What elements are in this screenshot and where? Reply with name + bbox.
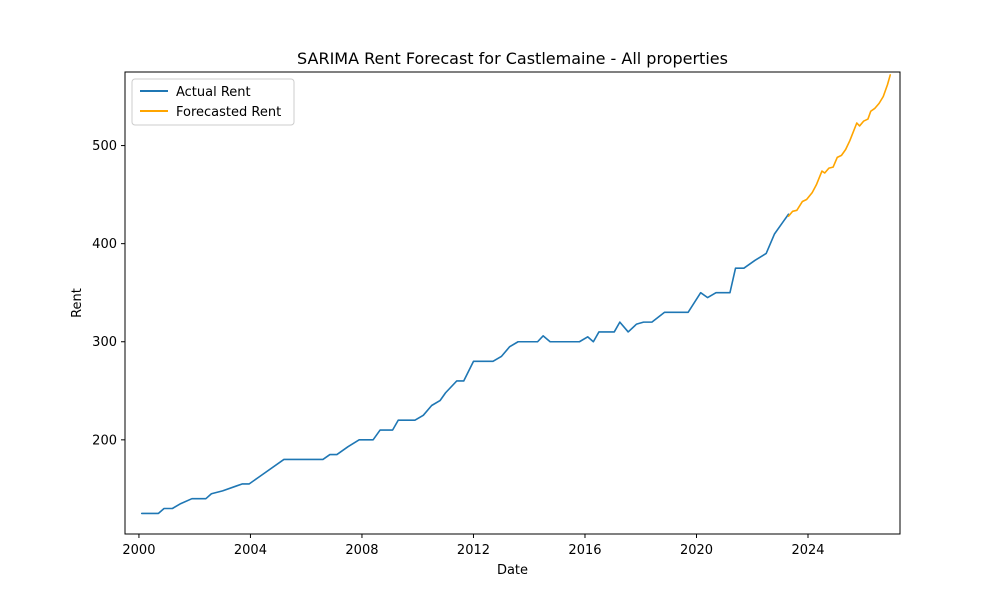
y-tick-label: 500 — [92, 139, 117, 154]
y-tick-label: 200 — [92, 433, 117, 448]
x-tick-label: 2004 — [234, 543, 267, 558]
y-axis-label: Rent — [70, 288, 85, 318]
y-tick-label: 300 — [92, 335, 117, 350]
x-axis-label: Date — [497, 563, 528, 578]
legend-label-actual-rent: Actual Rent — [176, 85, 251, 100]
x-tick-label: 2016 — [568, 543, 601, 558]
series-layer — [140, 74, 892, 515]
x-tick-label: 2024 — [791, 543, 824, 558]
legend-label-forecasted-rent: Forecasted Rent — [176, 105, 281, 120]
y-tick-label: 400 — [92, 237, 117, 252]
x-tick-label: 2008 — [345, 543, 378, 558]
plot-area — [124, 71, 901, 535]
chart-title: SARIMA Rent Forecast for Castlemaine - A… — [297, 49, 728, 68]
series-line-actual-rent — [140, 213, 790, 515]
series-line-forecasted-rent — [787, 74, 892, 217]
x-tick-label: 2020 — [680, 543, 713, 558]
x-tick-label: 2000 — [122, 543, 155, 558]
legend: Actual Rent Forecasted Rent — [131, 78, 295, 126]
x-tick-label: 2012 — [457, 543, 490, 558]
x-axis: 2000 2004 2008 2012 2016 2020 2024 — [122, 534, 825, 558]
legend-box — [131, 78, 295, 126]
y-axis: 200 300 400 500 — [92, 139, 125, 448]
